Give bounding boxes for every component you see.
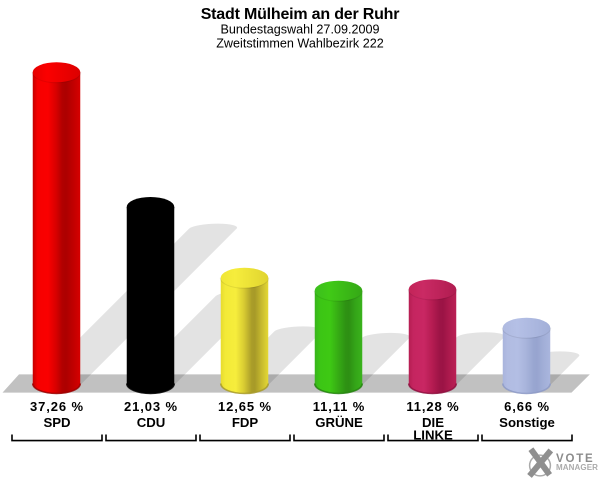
svg-text:Sonstige: Sonstige [499,415,555,430]
svg-text:VOTE: VOTE [556,453,595,465]
svg-text:6,66 %: 6,66 % [504,399,550,414]
svg-text:37,26 %: 37,26 % [30,399,84,414]
svg-text:LINKE: LINKE [413,428,453,443]
svg-text:11,11 %: 11,11 % [313,399,366,414]
svg-text:Zweitstimmen Wahlbezirk 222: Zweitstimmen Wahlbezirk 222 [216,37,384,51]
svg-text:DIE: DIE [422,415,444,430]
svg-text:11,28 %: 11,28 % [406,399,459,414]
svg-text:SPD: SPD [43,415,70,430]
svg-text:MANAGER: MANAGER [556,463,598,472]
svg-text:Bundestagswahl 27.09.2009: Bundestagswahl 27.09.2009 [221,23,380,37]
svg-text:FDP: FDP [232,415,259,430]
svg-text:21,03 %: 21,03 % [124,399,178,414]
svg-text:Stadt Mülheim an der Ruhr: Stadt Mülheim an der Ruhr [201,6,400,23]
svg-text:GRÜNE: GRÜNE [315,415,363,430]
svg-text:CDU: CDU [137,415,166,430]
svg-text:12,65 %: 12,65 % [218,399,272,414]
